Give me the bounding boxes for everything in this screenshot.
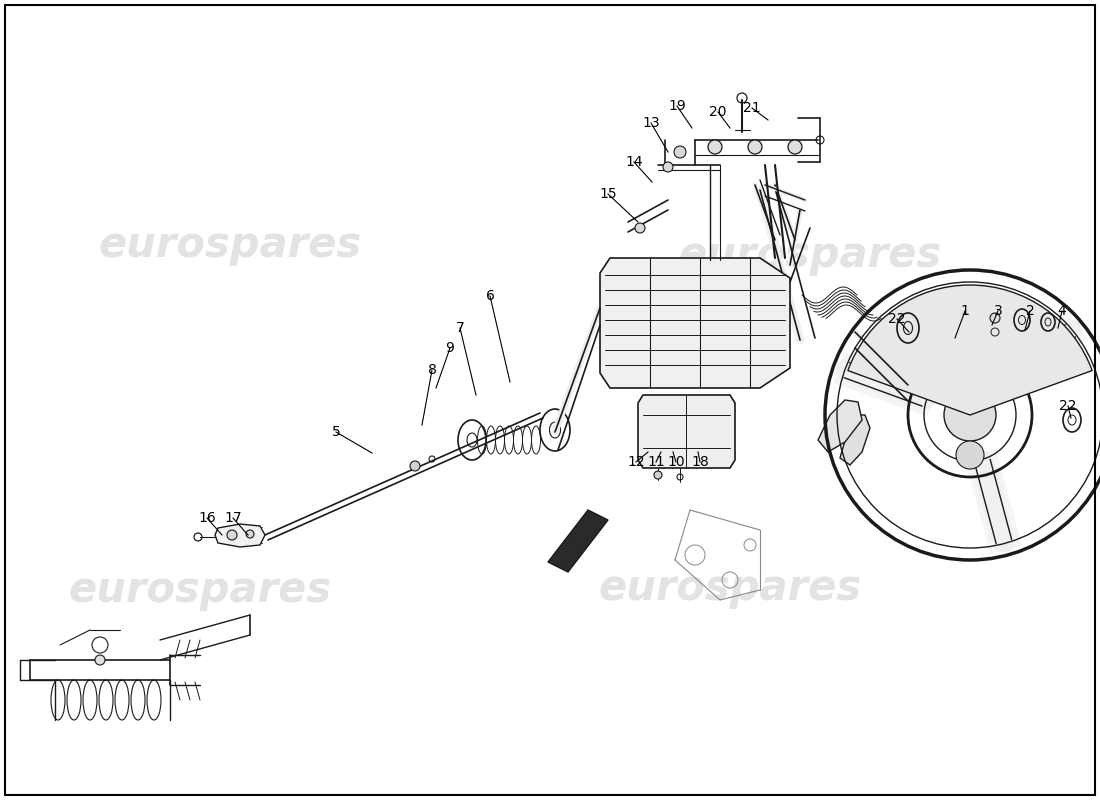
Circle shape	[990, 313, 1000, 323]
Text: eurospares: eurospares	[98, 224, 362, 266]
Text: 6: 6	[485, 289, 494, 303]
Text: 5: 5	[331, 425, 340, 439]
Circle shape	[635, 223, 645, 233]
Text: 12: 12	[627, 455, 645, 469]
Circle shape	[227, 530, 236, 540]
Text: 3: 3	[993, 304, 1002, 318]
Circle shape	[748, 140, 762, 154]
Text: 11: 11	[647, 455, 664, 469]
Text: 21: 21	[744, 101, 761, 115]
Circle shape	[944, 389, 996, 441]
Text: 4: 4	[1057, 304, 1066, 318]
Circle shape	[246, 530, 254, 538]
Circle shape	[788, 140, 802, 154]
Text: 20: 20	[710, 105, 727, 119]
Text: eurospares: eurospares	[68, 569, 331, 611]
Polygon shape	[600, 258, 790, 388]
Text: eurospares: eurospares	[598, 567, 861, 609]
Polygon shape	[548, 510, 608, 572]
Text: 7: 7	[455, 321, 464, 335]
Text: 10: 10	[668, 455, 685, 469]
Text: eurospares: eurospares	[679, 234, 942, 276]
Circle shape	[654, 471, 662, 479]
Circle shape	[674, 146, 686, 158]
Text: 22: 22	[889, 312, 905, 326]
Text: 1: 1	[960, 304, 969, 318]
Text: 13: 13	[642, 116, 660, 130]
Circle shape	[410, 461, 420, 471]
Text: 19: 19	[668, 99, 686, 113]
Text: 9: 9	[446, 341, 454, 355]
Text: 18: 18	[691, 455, 708, 469]
Text: 17: 17	[224, 511, 242, 525]
Text: 15: 15	[600, 187, 617, 201]
Circle shape	[956, 441, 984, 469]
Polygon shape	[818, 400, 862, 452]
Text: 2: 2	[1025, 304, 1034, 318]
Text: 8: 8	[428, 363, 437, 377]
Circle shape	[95, 655, 104, 665]
Text: 16: 16	[198, 511, 216, 525]
Circle shape	[663, 162, 673, 172]
Polygon shape	[214, 524, 265, 547]
Text: 14: 14	[625, 155, 642, 169]
Text: 22: 22	[1059, 399, 1077, 413]
Polygon shape	[840, 415, 870, 465]
Circle shape	[708, 140, 722, 154]
Polygon shape	[638, 395, 735, 468]
Wedge shape	[848, 285, 1092, 415]
